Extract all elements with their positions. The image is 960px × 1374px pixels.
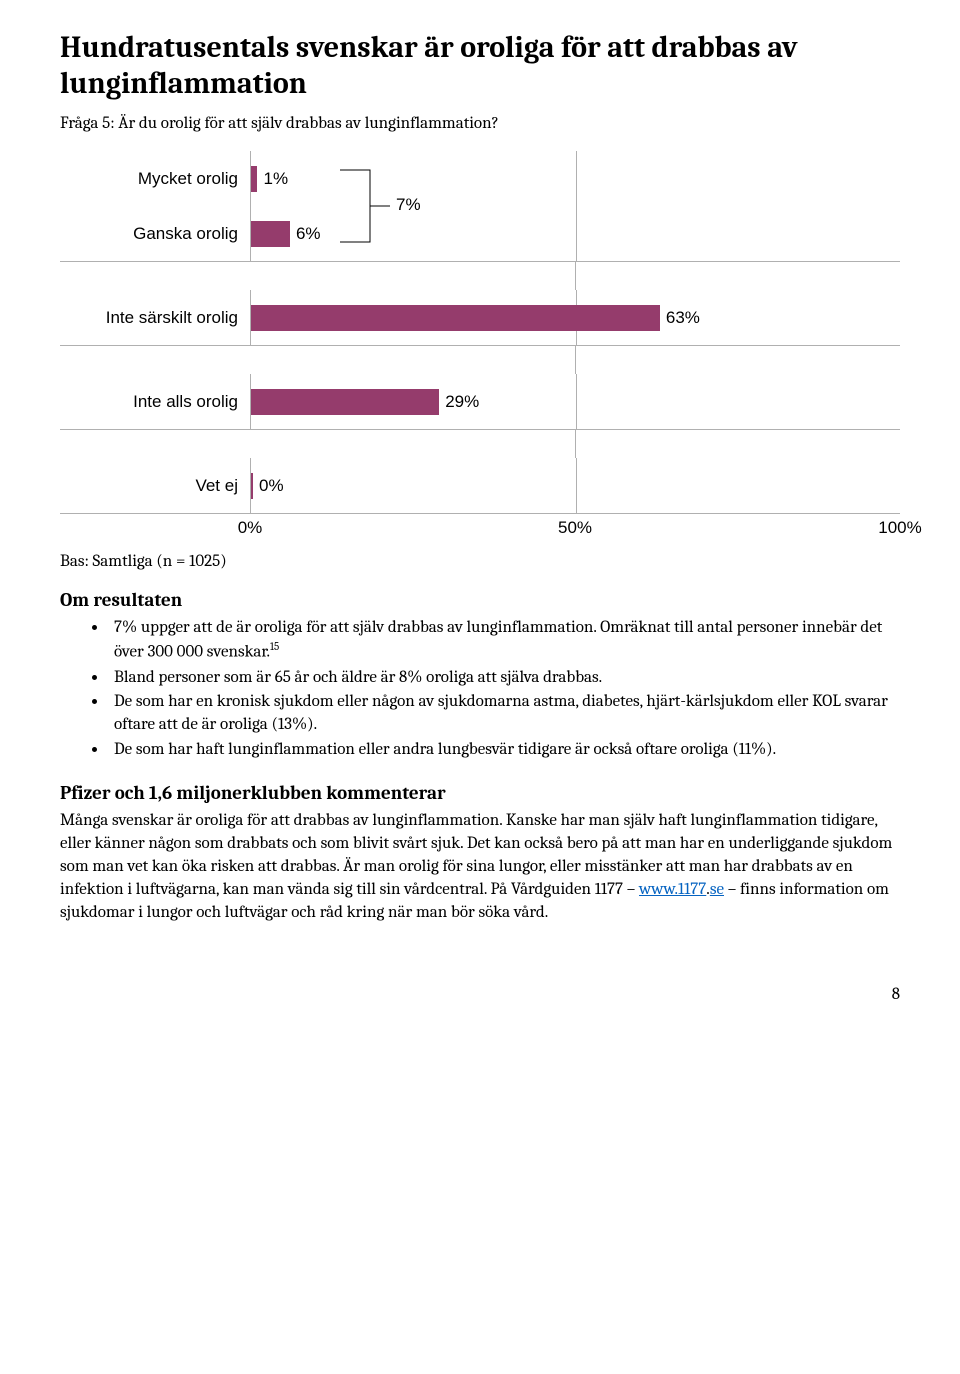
- results-heading: Om resultaten: [60, 589, 900, 611]
- results-list: 7% uppger att de är oroliga för att själ…: [60, 617, 900, 762]
- bar-value: 1%: [263, 169, 288, 189]
- page-number: 8: [60, 985, 900, 1004]
- bar-value: 63%: [666, 308, 700, 328]
- bracket-value: 7%: [396, 195, 421, 215]
- bar: [251, 221, 290, 247]
- link-1177[interactable]: www.1177: [639, 880, 706, 899]
- comment-paragraph: Många svenskar är oroliga för att drabba…: [60, 810, 900, 925]
- bar-label: Inte alls orolig: [60, 374, 250, 429]
- question-subtitle: Fråga 5: Är du orolig för att själv drab…: [60, 114, 900, 133]
- comment-heading: Pfizer och 1,6 miljonerklubben kommenter…: [60, 782, 900, 804]
- link-se[interactable]: se: [710, 880, 724, 899]
- bar: [251, 166, 257, 192]
- bar-label: Vet ej: [60, 458, 250, 513]
- page-title: Hundratusentals svenskar är oroliga för …: [60, 30, 900, 102]
- bar-chart: Mycket orolig 1% Ganska orolig 6% 7%: [60, 151, 900, 544]
- bar-value: 0%: [259, 476, 284, 496]
- list-item: Bland personer som är 65 år och äldre är…: [108, 667, 900, 690]
- bar: [251, 473, 253, 499]
- bar-label: Mycket orolig: [60, 151, 250, 206]
- axis-tick: 100%: [878, 518, 921, 538]
- x-axis: 0% 50% 100%: [250, 514, 900, 544]
- bar-value: 6%: [296, 224, 321, 244]
- base-sample-text: Bas: Samtliga (n = 1025): [60, 552, 900, 571]
- axis-tick: 0%: [238, 518, 263, 538]
- bar-label: Ganska orolig: [60, 206, 250, 261]
- list-item: De som har haft lunginflammation eller a…: [108, 739, 900, 762]
- list-item: De som har en kronisk sjukdom eller någo…: [108, 691, 900, 737]
- bar: [251, 389, 439, 415]
- axis-tick: 50%: [558, 518, 592, 538]
- list-item: 7% uppger att de är oroliga för att själ…: [108, 617, 900, 665]
- bar-label: Inte särskilt orolig: [60, 290, 250, 345]
- bar: [251, 305, 660, 331]
- bar-value: 29%: [445, 392, 479, 412]
